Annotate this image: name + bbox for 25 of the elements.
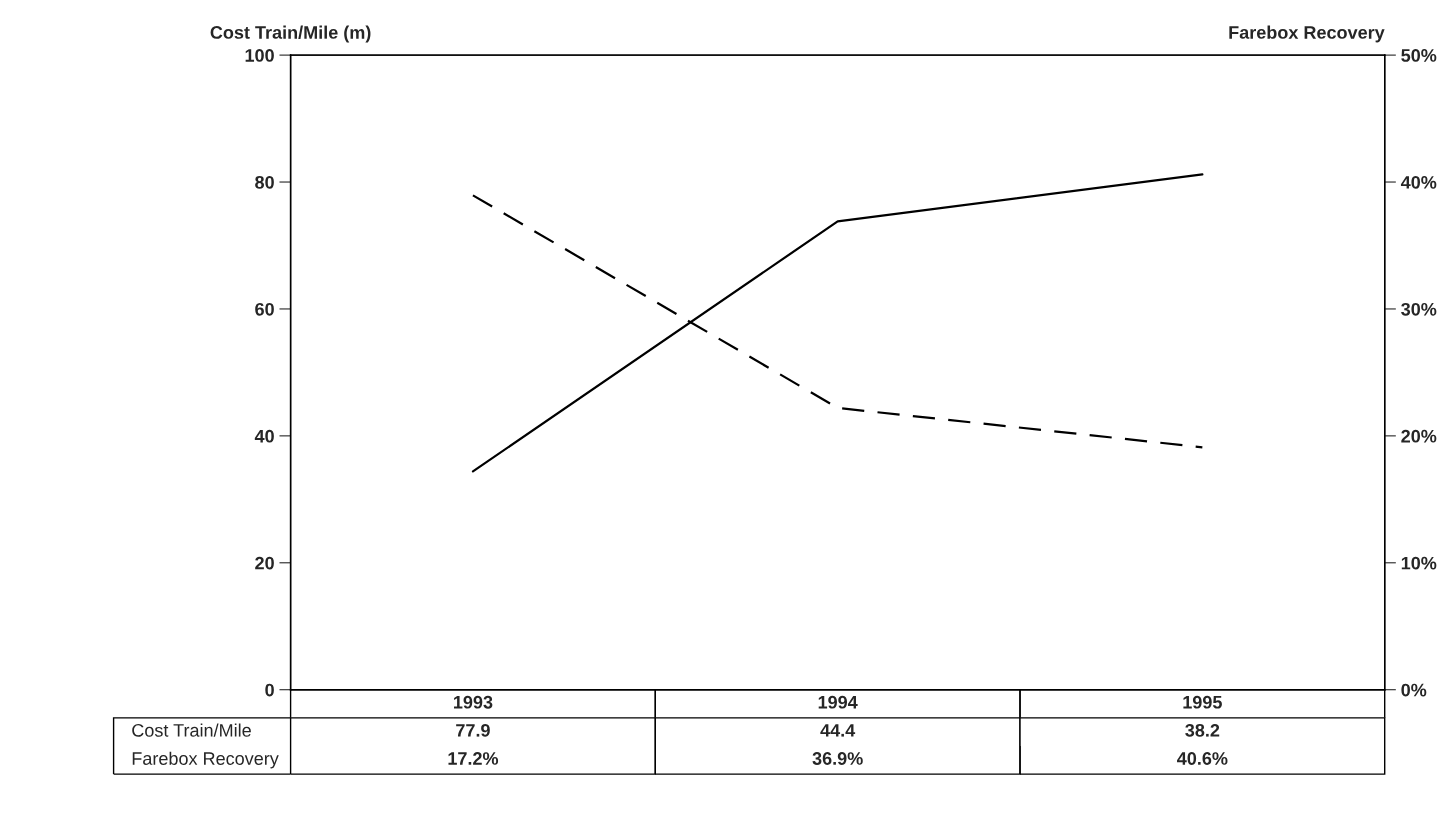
data-label: 40.6% [1177,752,1228,765]
data-label: 44.4 [820,724,856,737]
y-tick-label: 100 [245,49,274,62]
y2-tick-label: 10% [1401,556,1437,570]
x-tick-label: 1993 [454,695,493,709]
y2-tick-label: 50% [1401,49,1437,62]
data-label: 77.9 [456,723,490,737]
y-tick-label: 0 [265,683,274,697]
data-label: 17.2% [448,752,499,765]
y2-tick-label: 20% [1401,429,1437,443]
data-label: 36.9% [812,752,863,765]
y2-tick-label: 40% [1400,175,1437,189]
y2-tick-label: 30% [1401,302,1437,316]
y-tick-label: 40 [254,429,274,443]
y-tick-label: 20 [255,556,274,570]
legend-label: Farebox Recovery [132,751,279,769]
x-tick-label: 1995 [1183,695,1222,709]
y-tick-label: 80 [255,175,274,189]
x-tick-label: 1994 [818,695,858,709]
text: Cost Train/Mile [132,723,251,737]
data-label: 38.2 [1185,723,1220,737]
y-tick-label: 60 [255,302,274,316]
y-axis-title: Cost Train/Mile (m) [210,25,371,43]
y2-axis-title: Farebox Recovery [1229,25,1385,43]
y2-tick-label: 0% [1401,683,1427,697]
